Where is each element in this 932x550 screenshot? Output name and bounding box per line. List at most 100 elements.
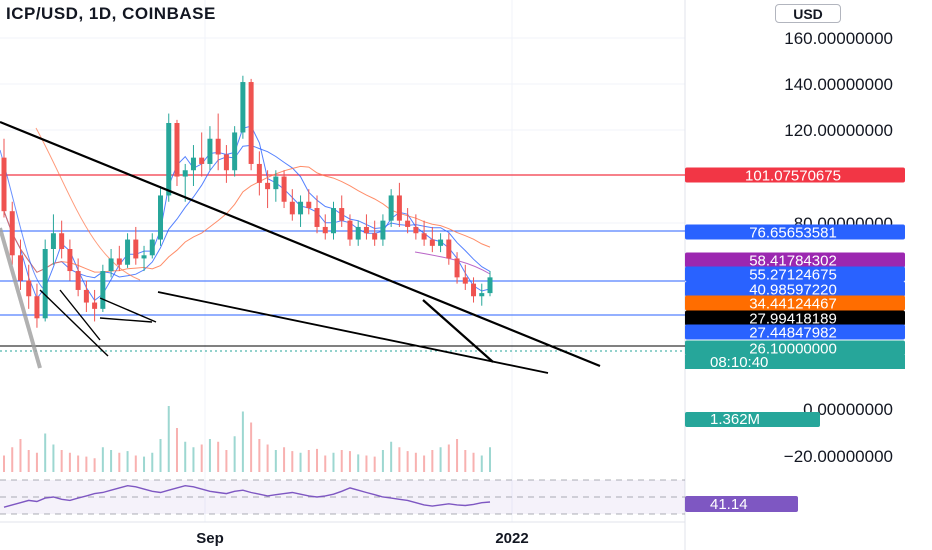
volume-bars (3, 406, 491, 472)
candle-body (1, 157, 7, 212)
candle-body (322, 226, 328, 234)
candle-body (462, 277, 468, 284)
price-tick-label: 0.00000000 (803, 400, 893, 419)
candle-body (133, 239, 139, 259)
price-label-text: 26.10000000 (749, 341, 837, 358)
candle-body (215, 138, 221, 155)
candle-body (454, 258, 460, 278)
volume-bar (266, 444, 269, 472)
price-label-text: 76.65653581 (749, 225, 837, 242)
candle-body (396, 195, 402, 221)
descending-trendline (0, 120, 601, 368)
candle-body (363, 226, 369, 234)
flag-line (59, 289, 101, 341)
flag-line (0, 227, 42, 369)
candle-body (17, 255, 23, 281)
candle-body (429, 239, 435, 246)
short-trendline (422, 299, 494, 363)
candle-body (380, 220, 386, 240)
candle-body (141, 255, 147, 259)
price-label-text: 34.44124467 (749, 296, 837, 313)
price-axis: 160.00000000140.00000000120.0000000080.0… (196, 29, 893, 547)
volume-bar (274, 450, 277, 472)
volume-bar (35, 452, 38, 472)
candles (1, 75, 493, 328)
candle-body (116, 258, 122, 265)
candle-body (199, 157, 205, 164)
volume-bar (299, 452, 302, 472)
flag-line (99, 317, 153, 323)
volume-bar (480, 455, 483, 472)
volume-bar (283, 447, 286, 472)
moving-average-line (414, 251, 491, 275)
volume-bar (11, 447, 14, 472)
candle-body (100, 271, 106, 309)
candle-body (314, 208, 320, 227)
volume-bar (381, 450, 384, 472)
volume-bar (143, 456, 146, 472)
volume-bar (93, 458, 96, 472)
volume-bar (258, 439, 261, 472)
price-labels: 101.07570675 76.65653581 58.4178430255.271… (685, 167, 905, 513)
volume-bar (472, 452, 475, 472)
volume-bar (151, 452, 154, 472)
candle-body (190, 157, 196, 171)
volume-bar (316, 448, 319, 472)
currency-button[interactable]: USD (775, 4, 841, 23)
moving-average-line (0, 149, 46, 291)
volume-bar (414, 452, 417, 472)
volume-bar (348, 451, 351, 472)
volume-bar (68, 452, 71, 472)
volume-bar (192, 447, 195, 472)
countdown-box (685, 355, 905, 369)
price-tick-label: 140.00000000 (784, 75, 893, 94)
volume-bar (159, 439, 162, 472)
volume-bar (44, 433, 47, 472)
rsi-label-box (685, 496, 798, 512)
countdown-text: 08:10:40 (710, 354, 768, 371)
volume-label-text: 1.362M (710, 411, 760, 428)
candle-body (240, 82, 246, 133)
candle-body (471, 283, 477, 297)
volume-bar (241, 411, 244, 472)
candle-body (355, 226, 361, 240)
price-label-text: 55.27124675 (749, 267, 837, 284)
volume-bar (217, 441, 220, 472)
candle-body (42, 249, 48, 319)
volume-bar (447, 444, 450, 472)
volume-bar (464, 450, 467, 472)
candle-body (149, 239, 155, 256)
price-label-text: 101.07570675 (745, 168, 841, 185)
moving-average-line (3, 144, 491, 279)
candle-body (232, 132, 238, 171)
price-label-box (685, 324, 905, 340)
volume-bar (398, 447, 401, 472)
volume-bar (456, 439, 459, 472)
candle-body (289, 201, 295, 215)
volume-bar (77, 455, 80, 472)
volume-bar (291, 451, 294, 472)
price-label-box (685, 281, 905, 297)
volume-bar (134, 455, 137, 472)
price-label-box (685, 167, 905, 183)
volume-bar (373, 456, 376, 472)
moving-average-line (3, 165, 491, 273)
volume-bar (118, 452, 121, 472)
time-tick-label: Sep (196, 530, 224, 547)
moving-average-line (35, 127, 141, 281)
candle-body (347, 220, 353, 240)
candle-body (9, 211, 15, 256)
candle-body (446, 239, 452, 259)
flag-line (99, 297, 157, 323)
horizontal-levels (0, 174, 685, 352)
volume-bar (110, 450, 113, 472)
price-label-text: 58.41784302 (749, 253, 837, 270)
candle-body (265, 182, 271, 190)
candle-body (166, 123, 172, 196)
volume-bar (3, 455, 5, 472)
volume-bar (332, 452, 335, 472)
price-label-text: 40.98597220 (749, 282, 837, 299)
price-label-text: 27.44847982 (749, 325, 837, 342)
